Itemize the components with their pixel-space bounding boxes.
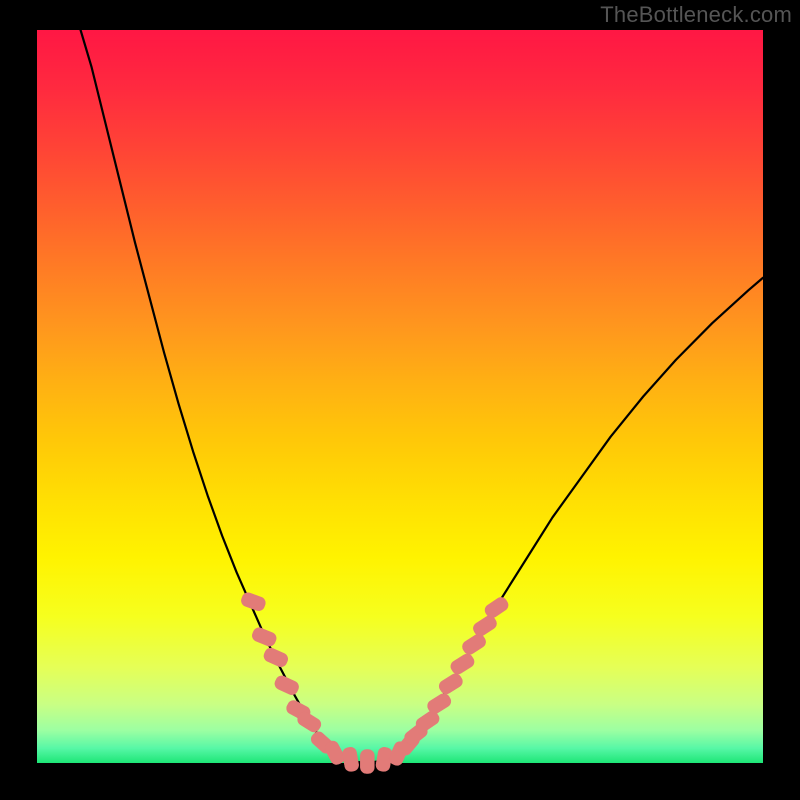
curve-marker: [360, 750, 374, 774]
watermark-text: TheBottleneck.com: [600, 2, 792, 28]
bottleneck-curve-chart: [0, 0, 800, 800]
chart-canvas: TheBottleneck.com: [0, 0, 800, 800]
plot-area: [37, 30, 763, 763]
